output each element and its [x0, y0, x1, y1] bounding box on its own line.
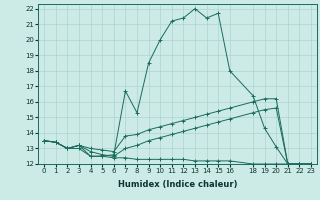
X-axis label: Humidex (Indice chaleur): Humidex (Indice chaleur) — [118, 180, 237, 189]
